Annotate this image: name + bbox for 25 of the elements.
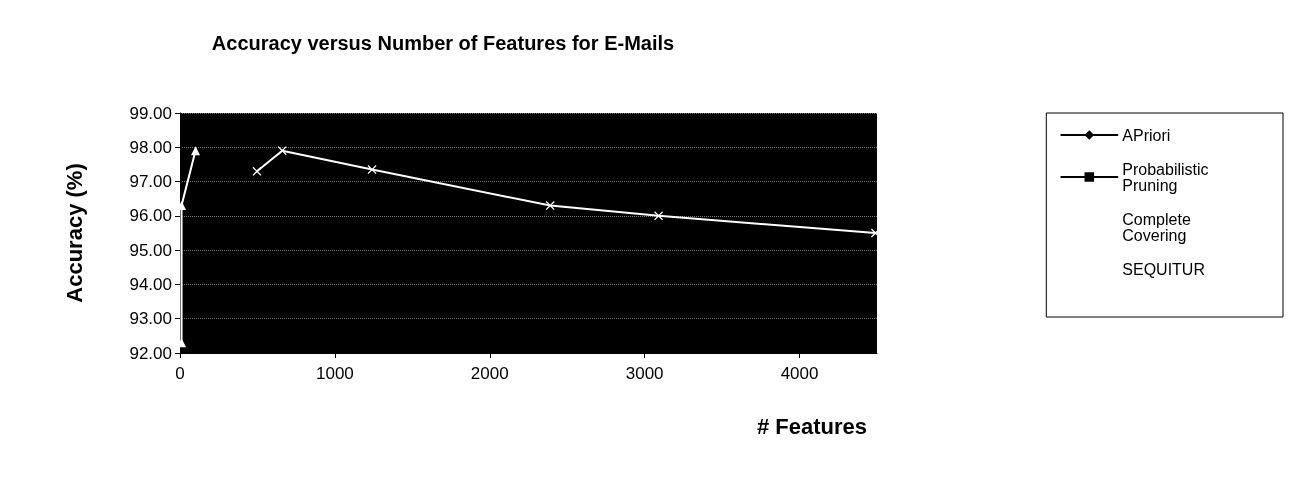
point (654, 211, 664, 221)
y-tick-label: 98.00 (129, 137, 172, 157)
point (252, 166, 262, 176)
text: Complete Covering (1122, 210, 1196, 244)
y-tick-label: 97.00 (129, 172, 172, 192)
x-tick-label: 2000 (470, 364, 509, 383)
y-tick-label: 96.00 (129, 206, 172, 226)
x-tick-label: 1000 (315, 364, 354, 383)
y-tick-label: 94.00 (129, 274, 172, 294)
point (545, 201, 555, 211)
legend-label: APriori (1122, 126, 1171, 144)
y-axis-title: Accuracy (%) (61, 163, 87, 303)
x-tick-label: 0 (175, 364, 185, 383)
x-axis-title: # Features (756, 413, 867, 439)
point (190, 146, 200, 156)
y-tick-label: 95.00 (129, 240, 172, 260)
y-tick-label: 93.00 (129, 309, 172, 329)
text: SEQUITUR (1122, 260, 1205, 278)
y-tick-label: 92.00 (129, 343, 172, 363)
x-tick-label: 4000 (780, 364, 819, 383)
legend-label: Probabilistic Pruning (1122, 160, 1213, 194)
y-tick-label: 99.00 (129, 103, 172, 123)
chart-title: Accuracy versus Number of Features for E-Mails (211, 32, 675, 54)
point (367, 165, 377, 175)
x-tick-label: 3000 (625, 364, 664, 383)
